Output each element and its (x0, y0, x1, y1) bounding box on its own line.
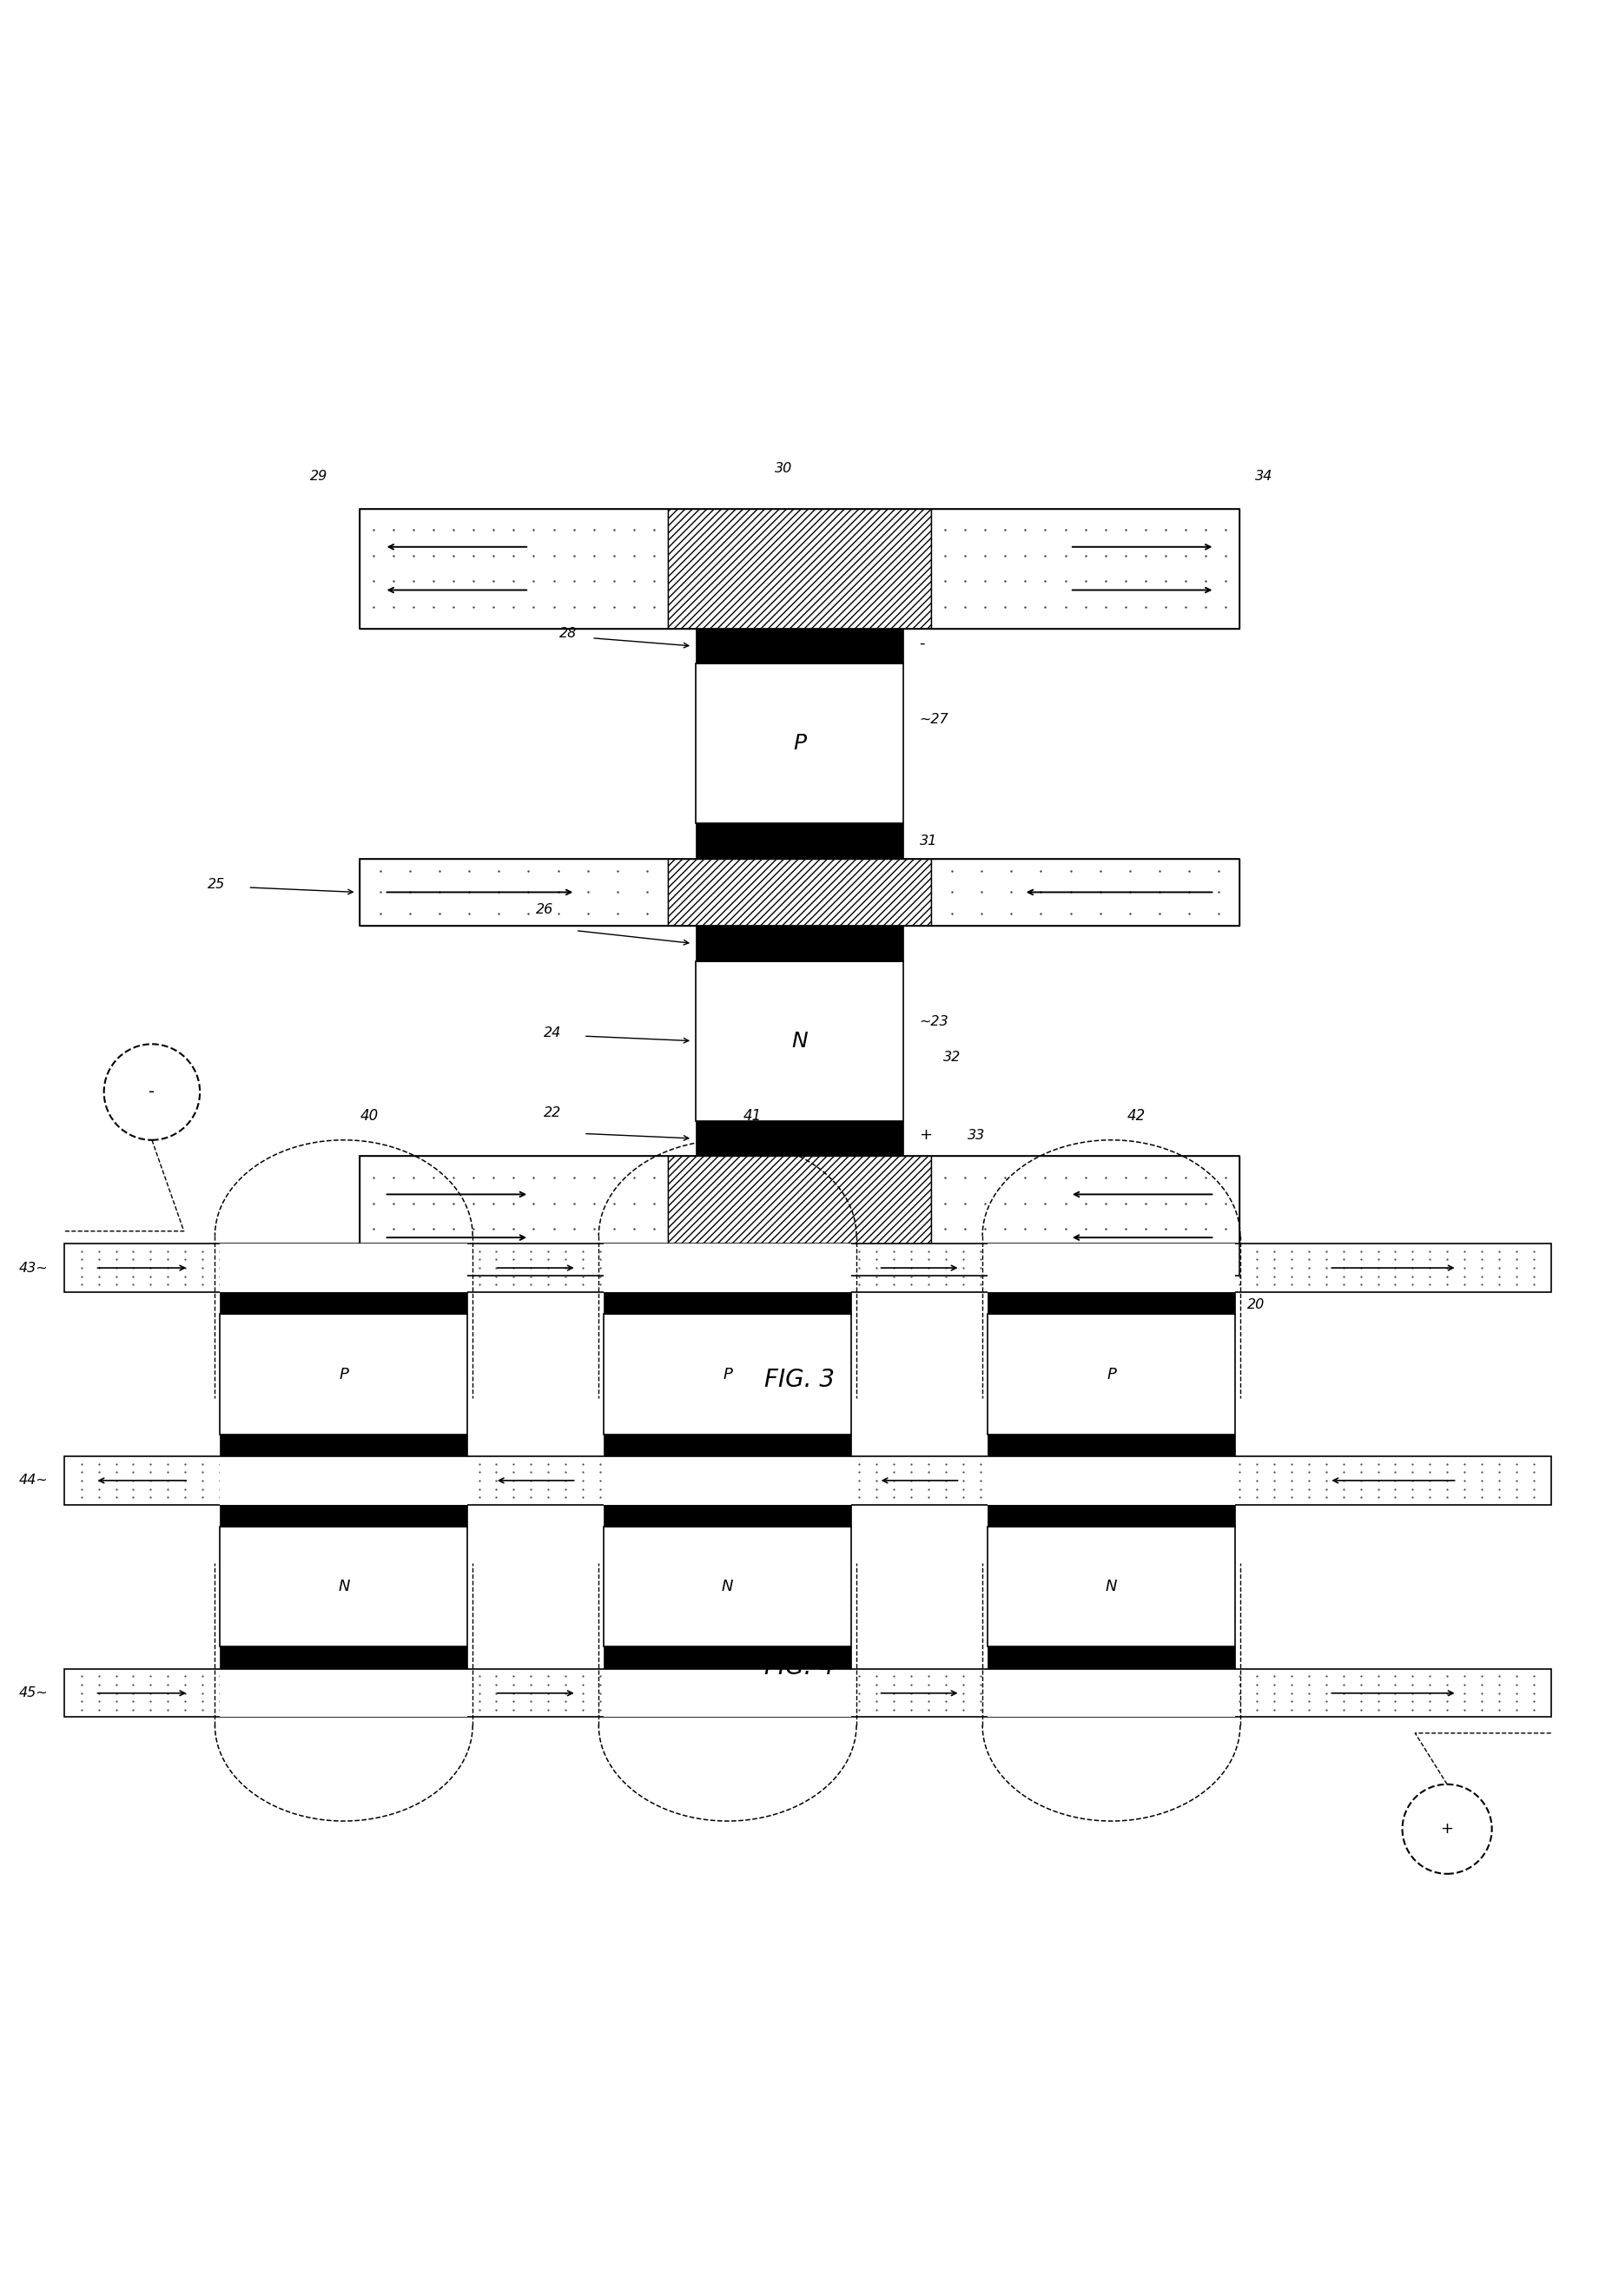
Bar (360, 1155, 667, 1277)
Bar (931, 507, 1239, 629)
Bar (987, 1456, 1234, 1504)
Text: P: P (793, 732, 806, 753)
Text: 30: 30 (776, 461, 792, 475)
Bar (221, 1456, 467, 1504)
Bar (987, 1293, 1234, 1313)
Bar (696, 962, 903, 1120)
Text: 28: 28 (560, 627, 577, 641)
Bar (987, 1646, 1234, 1669)
Bar (696, 824, 903, 859)
Bar (931, 1155, 1239, 1277)
Text: P: P (1107, 1366, 1116, 1382)
Text: 45~: 45~ (19, 1688, 48, 1699)
Text: 25: 25 (208, 877, 225, 891)
Bar (603, 1293, 851, 1313)
Bar (987, 1669, 1234, 1717)
Bar (667, 1155, 931, 1277)
Text: 43~: 43~ (19, 1261, 48, 1274)
Bar (987, 1527, 1234, 1646)
Bar (696, 664, 903, 824)
Text: N: N (792, 1031, 807, 1052)
Bar (987, 1244, 1234, 1293)
Bar (696, 1120, 903, 1155)
Bar (221, 1435, 467, 1456)
Bar (221, 1504, 467, 1527)
Bar (360, 507, 1239, 629)
Text: N: N (337, 1580, 350, 1596)
Text: 21: 21 (812, 1302, 830, 1313)
Text: 22: 22 (544, 1107, 561, 1120)
Text: N: N (721, 1580, 734, 1596)
Bar (667, 507, 931, 629)
Bar (221, 1669, 467, 1717)
Text: 20: 20 (1247, 1297, 1265, 1311)
Text: 29: 29 (310, 471, 328, 482)
Bar (221, 1527, 467, 1646)
Bar (603, 1435, 851, 1456)
Bar (667, 859, 931, 925)
Text: P: P (723, 1366, 732, 1382)
Bar (64, 1669, 1551, 1717)
Text: P: P (339, 1366, 349, 1382)
Bar (603, 1504, 851, 1527)
Text: 41: 41 (744, 1109, 763, 1125)
Bar (696, 925, 903, 962)
Text: 24: 24 (544, 1026, 561, 1040)
Bar (360, 859, 667, 925)
Text: FIG. 3: FIG. 3 (764, 1368, 835, 1391)
Bar (987, 1435, 1234, 1456)
Text: 33: 33 (967, 1130, 985, 1141)
Text: 32: 32 (943, 1049, 961, 1063)
Bar (64, 1244, 1551, 1293)
Text: 34: 34 (1255, 471, 1273, 482)
Text: ~27: ~27 (919, 714, 948, 726)
Text: +: + (919, 1127, 932, 1143)
Bar (360, 507, 667, 629)
Text: FIG. 4: FIG. 4 (764, 1655, 835, 1681)
Bar (931, 859, 1239, 925)
Bar (603, 1244, 851, 1293)
Bar (696, 629, 903, 664)
Text: ~23: ~23 (919, 1015, 948, 1029)
Text: -: - (919, 636, 926, 650)
Bar (221, 1244, 467, 1293)
Text: 42: 42 (1127, 1109, 1146, 1125)
Bar (987, 1313, 1234, 1435)
Text: 40: 40 (360, 1109, 379, 1125)
Bar (360, 859, 1239, 925)
Bar (64, 1456, 1551, 1504)
Text: +: + (1441, 1821, 1453, 1837)
Bar (603, 1646, 851, 1669)
Bar (603, 1456, 851, 1504)
Bar (221, 1313, 467, 1435)
Text: -: - (149, 1084, 155, 1100)
Bar (987, 1504, 1234, 1527)
Bar (221, 1293, 467, 1313)
Text: 26: 26 (536, 902, 553, 916)
Text: N: N (1105, 1580, 1118, 1596)
Bar (221, 1646, 467, 1669)
Bar (603, 1669, 851, 1717)
Text: 31: 31 (919, 833, 937, 847)
Bar (603, 1313, 851, 1435)
Bar (603, 1527, 851, 1646)
Bar (360, 1155, 1239, 1277)
Text: 44~: 44~ (19, 1474, 48, 1488)
